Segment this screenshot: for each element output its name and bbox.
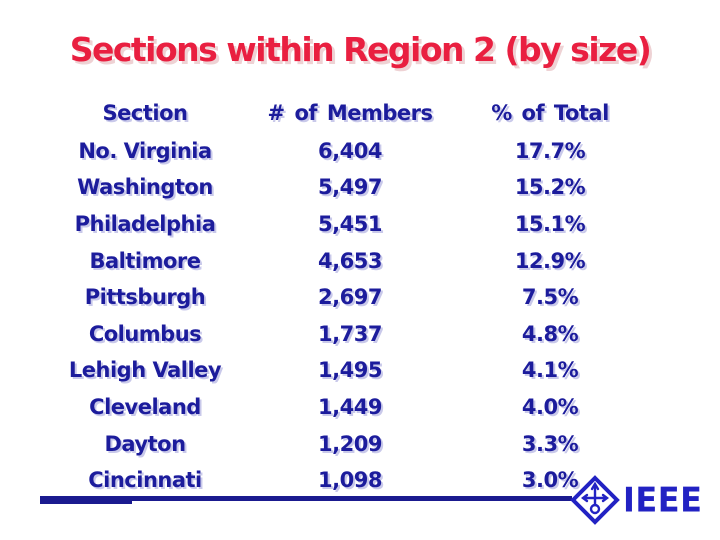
ieee-diamond-kite-icon: [570, 475, 620, 525]
table-row-members: 4,653: [318, 248, 382, 273]
slide-title: Sections within Region 2 (by size): [69, 30, 652, 69]
table-row-pct: 4.8%: [521, 321, 579, 346]
table-row-section: Washington: [77, 175, 213, 200]
table-row-members: 6,404: [318, 138, 382, 163]
table-row-section: Dayton: [104, 431, 186, 456]
ieee-logo-text: IEEE: [623, 480, 703, 520]
table-row-pct: 3.3%: [521, 431, 579, 456]
table-row-pct: 12.9%: [514, 248, 586, 273]
ieee-logo: IEEE: [570, 472, 702, 528]
table-row-members: 1,449: [318, 395, 382, 420]
table-row-members: 2,697: [318, 285, 382, 310]
table-row-pct: 7.5%: [521, 285, 579, 310]
footer-rule-line-accent: [40, 501, 132, 504]
table-row-section: Lehigh Valley: [68, 358, 222, 383]
table-row-pct: 15.1%: [514, 212, 586, 237]
column-header-pct: % of Total: [491, 101, 609, 125]
table-row-section: Baltimore: [89, 248, 201, 273]
table-row-members: 1,495: [318, 358, 382, 383]
table-row-members: 5,451: [318, 212, 382, 237]
table-row-pct: 3.0%: [521, 468, 579, 493]
table-row-pct: 15.2%: [514, 175, 586, 200]
table-row-members: 5,497: [318, 175, 382, 200]
sections-table: Section # of Members % of Total No. Virg…: [40, 96, 650, 499]
table-row-members: 1,098: [318, 468, 382, 493]
table-row-section: Pittsburgh: [84, 285, 206, 310]
table-row-pct: 4.0%: [521, 395, 579, 420]
table-row-pct: 17.7%: [514, 138, 586, 163]
table-row-section: No. Virginia: [78, 138, 212, 163]
table-row-members: 1,737: [318, 321, 382, 346]
column-header-section: Section: [102, 101, 188, 125]
column-header-members: # of Members: [267, 101, 433, 125]
footer-rule-line: [40, 496, 572, 501]
table-row-pct: 4.1%: [521, 358, 579, 383]
table-row-members: 1,209: [318, 431, 382, 456]
table-row-section: Philadelphia: [74, 212, 216, 237]
table-row-section: Cleveland: [89, 395, 201, 420]
table-row-section: Columbus: [88, 321, 202, 346]
table-row-section: Cincinnati: [88, 468, 202, 493]
